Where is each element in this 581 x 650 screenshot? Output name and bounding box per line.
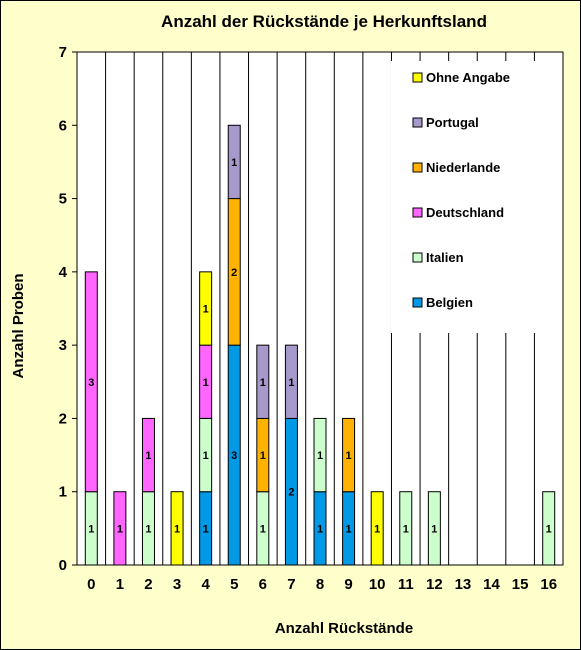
x-tick-label: 16 (540, 576, 557, 593)
data-label: 1 (317, 450, 323, 462)
bar-segment (370, 491, 384, 566)
y-tick-label: 0 (59, 557, 67, 574)
y-tick-label: 4 (59, 264, 68, 281)
y-tick-label: 7 (59, 44, 67, 61)
bar-segment (199, 271, 213, 346)
data-label: 1 (203, 304, 209, 316)
y-axis-ticks: 0 1 2 3 4 5 6 7 (59, 44, 77, 574)
data-label: 1 (203, 523, 209, 535)
legend-swatch (412, 252, 423, 263)
legend-swatch (412, 297, 423, 308)
x-tick-label: 7 (287, 576, 295, 593)
data-label: 1 (88, 523, 94, 535)
bar-segment (170, 491, 184, 566)
y-tick-label: 5 (59, 191, 67, 208)
x-tick-label: 3 (173, 576, 181, 593)
chart-title: Anzahl der Rückstände je Herkunftsland (161, 12, 487, 31)
bar-segment (399, 491, 413, 566)
y-tick-label: 1 (59, 484, 67, 501)
bar-segment (284, 344, 298, 419)
data-label: 1 (145, 523, 151, 535)
bar-segment (113, 491, 127, 566)
bar-segment (227, 124, 241, 200)
legend-label: Portugal (426, 115, 479, 130)
bar-segment (427, 491, 441, 566)
data-label: 1 (374, 523, 380, 535)
data-label: 2 (231, 267, 237, 279)
x-tick-label: 15 (512, 576, 529, 593)
data-label: 1 (346, 450, 352, 462)
y-axis-title: Anzahl Proben (10, 273, 27, 378)
x-tick-label: 12 (426, 576, 443, 593)
data-label: 1 (117, 523, 123, 535)
data-label: 1 (260, 450, 266, 462)
bar-segment (256, 344, 270, 419)
x-tick-label: 2 (144, 576, 152, 593)
data-label: 1 (231, 157, 237, 169)
bar-segment (542, 491, 556, 566)
y-tick-label: 2 (59, 410, 67, 427)
legend-swatch (412, 72, 423, 83)
legend-label: Niederlande (426, 160, 500, 175)
legend-label: Deutschland (426, 205, 504, 220)
bar-segment (342, 417, 356, 493)
bar-segment (141, 417, 155, 493)
legend-swatch (412, 117, 423, 128)
x-tick-label: 11 (398, 576, 414, 593)
x-tick-label: 0 (87, 576, 95, 593)
bars: 1 3 1 1 1 1 1 1 1 1 3 2 1 1 1 1 2 1 1 1 1 1 1 1 1 1 (84, 124, 556, 566)
x-tick-label: 9 (344, 576, 352, 593)
legend-swatch (412, 207, 423, 218)
data-label: 1 (145, 450, 151, 462)
x-tick-label: 8 (316, 576, 324, 593)
x-axis-title: Anzahl Rückstände (275, 620, 413, 637)
x-tick-label: 4 (201, 576, 210, 593)
x-axis-ticks: 0 1 2 3 4 5 6 7 8 9 10 11 12 13 14 15 16 (87, 576, 557, 593)
y-tick-label: 3 (59, 337, 67, 354)
data-label: 2 (288, 487, 294, 499)
data-label: 1 (260, 377, 266, 389)
x-tick-label: 5 (230, 576, 238, 593)
data-label: 1 (288, 377, 294, 389)
data-label: 1 (317, 523, 323, 535)
legend-label: Italien (426, 250, 464, 265)
data-label: 1 (260, 523, 266, 535)
x-tick-label: 13 (455, 576, 472, 593)
data-label: 1 (403, 523, 409, 535)
legend: Ohne Angabe Portugal Niederlande Deutschlan… (391, 61, 551, 333)
legend-label: Ohne Angabe (426, 70, 510, 85)
legend-swatch (412, 162, 423, 173)
y-tick-label: 6 (59, 117, 67, 134)
x-tick-label: 10 (369, 576, 386, 593)
x-tick-label: 14 (483, 576, 500, 593)
x-tick-label: 6 (259, 576, 267, 593)
data-label: 1 (546, 523, 552, 535)
bar-segment (313, 417, 327, 493)
data-label: 1 (203, 377, 209, 389)
data-label: 1 (203, 450, 209, 462)
data-label: 1 (174, 523, 180, 535)
data-label: 1 (431, 523, 437, 535)
data-label: 3 (88, 377, 94, 389)
data-label: 3 (231, 450, 237, 462)
x-tick-label: 1 (116, 576, 124, 593)
data-label: 1 (346, 523, 352, 535)
bar-segment (84, 271, 98, 493)
legend-box (391, 61, 551, 333)
legend-label: Belgien (426, 295, 473, 310)
